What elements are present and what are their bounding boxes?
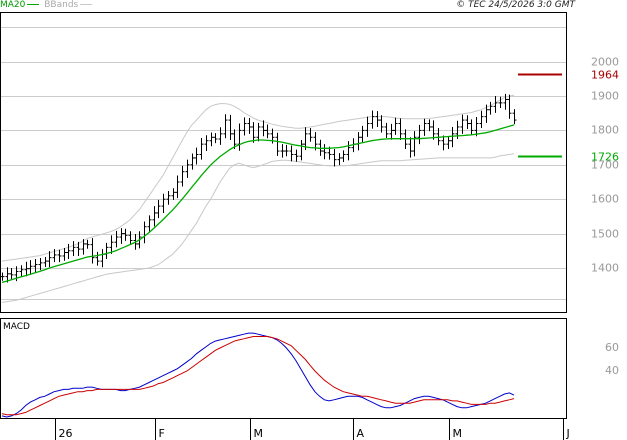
legend-bbands-label: BBands xyxy=(44,0,79,10)
bband-lower-line xyxy=(1,153,515,303)
macd-signal-line xyxy=(1,336,515,416)
x-axis-label: F xyxy=(159,427,165,440)
level-label-1964: 1964 xyxy=(591,69,619,82)
legend: MA20 BBands xyxy=(0,0,94,10)
ma20-line xyxy=(1,124,515,284)
price-y-tick-label: 1400 xyxy=(591,262,619,275)
x-axis-label: J xyxy=(566,427,570,440)
price-y-tick-label: 1900 xyxy=(591,90,619,103)
legend-bbands-swatch xyxy=(80,4,93,5)
price-y-tick-label: 1600 xyxy=(591,193,619,206)
copyright: © TEC 24/5/2026 3:0 GMT xyxy=(456,0,575,10)
price-y-tick-label: 1800 xyxy=(591,124,619,137)
x-axis-label: M xyxy=(453,427,463,440)
x-axis-label: A xyxy=(357,427,365,440)
macd-panel-frame xyxy=(0,318,567,419)
price-panel-frame xyxy=(0,12,567,313)
bband-upper-line xyxy=(1,94,515,262)
macd-y-tick-label: 60 xyxy=(605,341,619,354)
macd-title: MACD xyxy=(3,322,30,332)
macd-line xyxy=(1,332,515,418)
legend-ma20-label: MA20 xyxy=(0,0,26,10)
price-y-tick-label: 2000 xyxy=(591,56,619,69)
macd-y-tick-label: 40 xyxy=(605,364,619,377)
x-axis-label: 26 xyxy=(59,427,73,440)
price-y-tick-label: 1500 xyxy=(591,228,619,241)
price-y-tick-label: 1700 xyxy=(591,159,619,172)
legend-ma20-swatch xyxy=(27,4,40,5)
x-axis-label: M xyxy=(254,427,264,440)
level-label-1726: 1726 xyxy=(591,151,619,164)
